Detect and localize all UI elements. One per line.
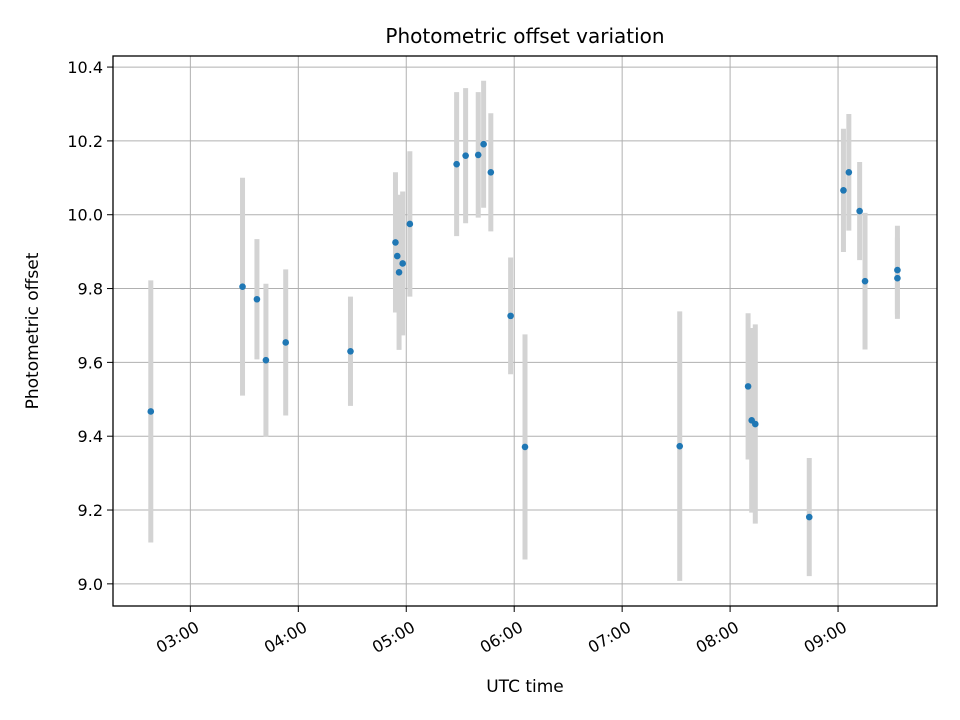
data-point xyxy=(453,160,460,168)
y-tick-label: 10.2 xyxy=(67,132,103,151)
data-point xyxy=(805,513,813,521)
y-tick-label: 9.6 xyxy=(78,353,103,372)
data-point xyxy=(507,312,514,320)
y-axis-ticks: 9.0 9.2 9.4 9.6 9.8 10.0 10.2 10.4 xyxy=(67,58,113,594)
data-point xyxy=(480,140,487,148)
data-point xyxy=(393,252,401,260)
data-point xyxy=(399,260,406,267)
data-point xyxy=(894,274,901,282)
y-tick-label: 9.4 xyxy=(78,427,103,446)
data-point xyxy=(676,442,684,450)
data-point xyxy=(392,239,399,246)
data-point xyxy=(845,168,853,176)
data-point xyxy=(347,348,354,355)
data-point xyxy=(147,408,155,415)
data-point xyxy=(744,383,752,390)
y-tick-label: 9.8 xyxy=(78,280,103,299)
y-tick-label: 9.2 xyxy=(78,501,103,520)
data-point xyxy=(521,443,529,451)
data-point xyxy=(751,420,759,428)
data-point xyxy=(406,220,414,228)
y-tick-label: 10.4 xyxy=(67,58,103,77)
data-point xyxy=(282,339,290,346)
data-point xyxy=(861,277,869,285)
y-tick-label: 10.0 xyxy=(67,206,103,225)
data-point xyxy=(239,283,246,291)
data-point xyxy=(856,207,863,215)
data-point xyxy=(474,151,482,159)
data-point xyxy=(253,295,261,303)
data-point xyxy=(894,266,901,274)
plot-frame xyxy=(112,55,938,607)
data-points xyxy=(147,140,901,521)
x-axis-label: UTC time xyxy=(486,677,564,697)
data-point xyxy=(840,187,847,194)
chart-title: Photometric offset variation xyxy=(385,24,664,48)
data-point xyxy=(262,356,270,364)
data-point xyxy=(395,269,403,276)
y-tick-label: 9.0 xyxy=(78,575,103,594)
y-axis-label: Photometric offset xyxy=(23,252,43,409)
data-point xyxy=(487,168,495,176)
data-point xyxy=(462,152,469,159)
